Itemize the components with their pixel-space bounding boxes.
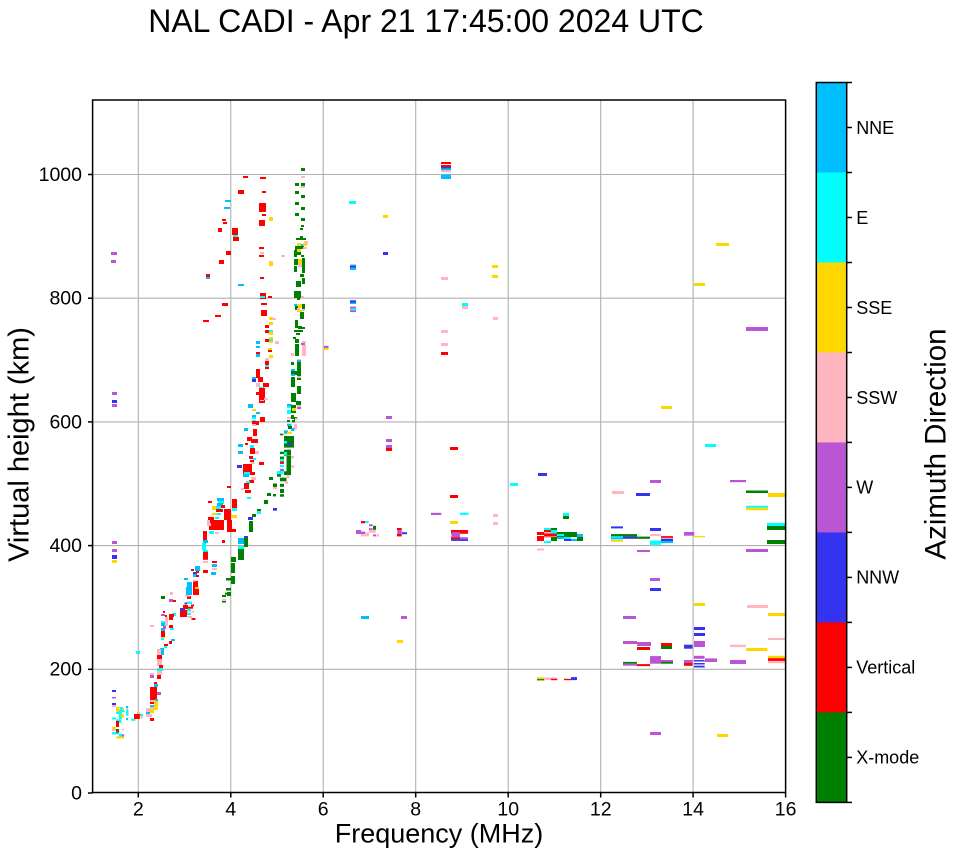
svg-text:W: W [856,478,873,498]
svg-text:12: 12 [590,799,612,821]
svg-text:SSW: SSW [856,388,897,408]
svg-text:4: 4 [225,799,236,821]
svg-text:6: 6 [318,799,329,821]
svg-text:X-mode: X-mode [856,748,919,768]
svg-text:10: 10 [497,799,519,821]
svg-text:800: 800 [49,288,82,310]
svg-text:Virtual height (km): Virtual height (km) [4,327,36,562]
svg-text:8: 8 [410,799,421,821]
svg-text:2: 2 [133,799,144,821]
svg-text:E: E [856,208,868,228]
svg-text:Frequency (MHz): Frequency (MHz) [335,819,544,849]
svg-text:1000: 1000 [39,164,83,186]
svg-text:16: 16 [775,799,797,821]
svg-text:Vertical: Vertical [856,658,915,678]
svg-text:NNE: NNE [856,118,894,138]
svg-text:SSE: SSE [856,298,892,318]
svg-text:0: 0 [71,782,82,804]
svg-text:Azimuth Direction: Azimuth Direction [920,328,953,559]
svg-text:NNW: NNW [856,568,899,588]
svg-text:14: 14 [682,799,704,821]
svg-text:400: 400 [49,535,82,557]
svg-text:600: 600 [49,411,82,433]
svg-text:200: 200 [49,659,82,681]
svg-text:NAL CADI - Apr 21 17:45:00 202: NAL CADI - Apr 21 17:45:00 2024 UTC [148,3,704,39]
